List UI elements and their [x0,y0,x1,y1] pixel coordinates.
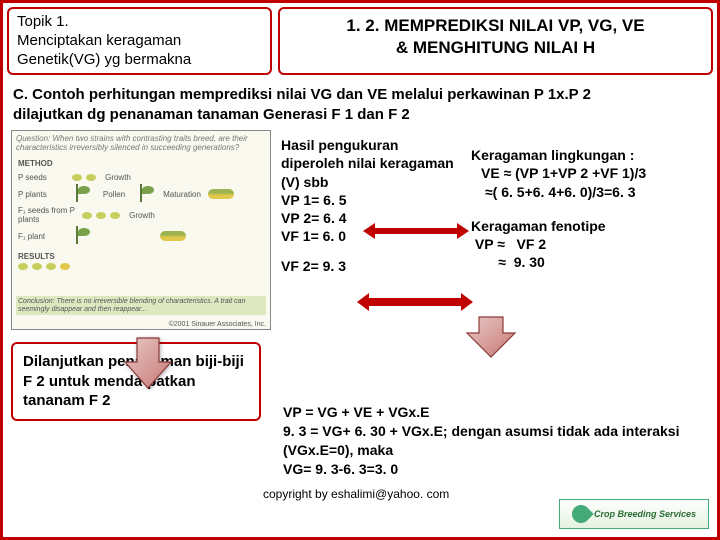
mid-heading: Hasil pengukuran diperoleh nilai keragam… [281,136,461,191]
title-box: 1. 2. MEMPREDIKSI NILAI VP, VG, VE & MEN… [278,7,713,75]
phen-block: Keragaman fenotipe VP ≈ VF 2 ≈ 9. 30 [471,217,701,272]
row-label: F₁ seeds from P plants [18,206,78,224]
vf2-value: VF 2= 9. 3 [281,257,461,275]
row-label: RESULTS [18,252,264,261]
topic-box: Topik 1. Menciptakan keragaman Genetik(V… [7,7,272,75]
env-title: Keragaman lingkungan : [471,146,701,164]
experiment-diagram: Question: When two strains with contrast… [11,130,271,330]
diagram-row-pseeds: P seeds Growth [18,173,264,182]
conclusion-block: VP = VG + VE + VGx.E 9. 3 = VG+ 6. 30 + … [283,403,713,479]
subtitle-text: C. Contoh perhitungan memprediksi nilai … [13,86,591,123]
left-column: Question: When two strains with contrast… [11,130,271,421]
col-label: Growth [124,211,160,220]
leaf-icon [568,501,593,526]
diagram-row-pplants: P plants Pollen Maturation [18,184,264,204]
topic-text: Topik 1. Menciptakan keragaman Genetik(V… [17,13,191,68]
mid-column: Hasil pengukuran diperoleh nilai keragam… [281,130,461,421]
diagram-conclusion: Conclusion: There is no irreversible ble… [16,296,266,315]
conclusion-text: VP = VG + VE + VGx.E 9. 3 = VG+ 6. 30 + … [283,404,679,477]
col-label: Pollen [96,190,132,199]
env-block: Keragaman lingkungan : VE ≈ (VP 1+VP 2 +… [471,146,701,201]
diagram-method-label: METHOD [18,159,53,168]
header-row: Topik 1. Menciptakan keragaman Genetik(V… [3,3,717,79]
phen-line2: ≈ 9. 30 [471,253,701,271]
diagram-row-f1plant: F₁ plant [18,226,264,246]
copyright-text: copyright by eshalimi@yahoo. com [263,487,449,501]
env-line1: VE ≈ (VP 1+VP 2 +VF 1)/3 [471,164,701,182]
slide: Topik 1. Menciptakan keragaman Genetik(V… [0,0,720,540]
double-arrow-icon [355,291,475,313]
down-arrow-icon [463,315,519,364]
double-arrow-icon [361,221,471,241]
title-text: 1. 2. MEMPREDIKSI NILAI VP, VG, VE & MEN… [346,16,644,57]
phen-line1: VP ≈ VF 2 [471,235,701,253]
diagram-row-results [18,263,264,270]
row-label: P seeds [18,173,68,182]
env-line2: ≈( 6. 5+6. 4+6. 0)/3=6. 3 [471,183,701,201]
vp1-value: VP 1= 6. 5 [281,191,461,209]
logo: Crop Breeding Services [559,499,709,529]
subtitle: C. Contoh perhitungan memprediksi nilai … [3,79,717,126]
col-label: Maturation [160,190,204,199]
col-label: Growth [100,173,136,182]
phen-title: Keragaman fenotipe [471,217,701,235]
logo-text: Crop Breeding Services [594,509,696,519]
row-label: P plants [18,190,68,199]
row-label: F₁ plant [18,232,68,241]
diagram-row-f1seeds: F₁ seeds from P plants Growth [18,206,264,224]
main-content: Question: When two strains with contrast… [3,126,717,425]
diagram-question: Question: When two strains with contrast… [16,135,266,153]
right-column: Keragaman lingkungan : VE ≈ (VP 1+VP 2 +… [471,130,701,421]
diagram-attrib: ©2001 Sinauer Associates, Inc. [169,321,266,328]
